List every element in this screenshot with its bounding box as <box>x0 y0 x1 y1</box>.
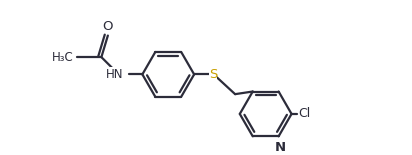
Text: Cl: Cl <box>298 107 310 120</box>
Text: N: N <box>275 141 286 154</box>
Text: H₃C: H₃C <box>52 51 74 64</box>
Text: S: S <box>208 68 217 81</box>
Text: O: O <box>103 20 113 33</box>
Text: HN: HN <box>106 68 124 81</box>
